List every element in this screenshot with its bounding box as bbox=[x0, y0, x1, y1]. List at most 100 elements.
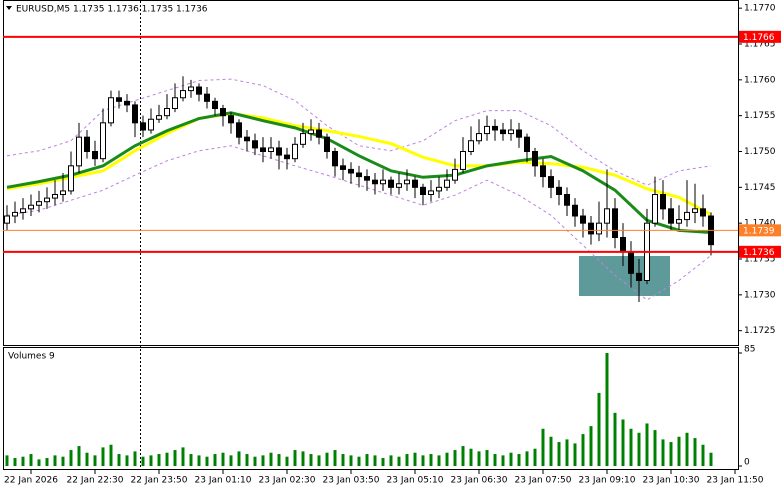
volume-bar bbox=[213, 454, 217, 466]
candle-body bbox=[292, 143, 298, 160]
volume-bar bbox=[77, 446, 81, 466]
y-tick-label: 1.1750 bbox=[744, 147, 776, 157]
volume-bar bbox=[309, 454, 313, 466]
volume-bar bbox=[397, 456, 401, 466]
x-tick-label: 23 Jan 03:50 bbox=[323, 476, 380, 486]
volume-bar bbox=[517, 454, 521, 466]
volume-bar bbox=[29, 454, 33, 466]
candle-body bbox=[124, 100, 130, 106]
volume-bar bbox=[701, 444, 705, 466]
price-level-label: 1.1736 bbox=[743, 248, 775, 258]
price-level-box bbox=[739, 245, 781, 258]
volume-bar bbox=[373, 455, 377, 466]
candle-body bbox=[532, 151, 538, 167]
y-tick-label: 1.1725 bbox=[744, 326, 776, 336]
candle-body bbox=[116, 97, 122, 102]
candle-body bbox=[660, 194, 666, 210]
volume-bar bbox=[461, 446, 465, 466]
candle-body bbox=[12, 211, 18, 217]
x-tick-label: 23 Jan 02:30 bbox=[259, 476, 316, 486]
volume-bar bbox=[645, 423, 649, 466]
candle-body bbox=[348, 168, 354, 174]
y-tick-label: 1.1735 bbox=[744, 255, 776, 265]
x-tick-label: 22 Jan 22:30 bbox=[67, 476, 124, 486]
candle-body bbox=[548, 176, 554, 188]
candle-body bbox=[604, 208, 610, 224]
candle-body bbox=[76, 136, 82, 167]
volume-bar bbox=[669, 442, 673, 466]
candle-body bbox=[308, 129, 314, 135]
volume-bar bbox=[693, 438, 697, 466]
volume-bar bbox=[389, 455, 393, 466]
candle-body bbox=[284, 154, 290, 160]
candle-body bbox=[332, 151, 338, 167]
volume-bar bbox=[21, 456, 25, 466]
volume-bar bbox=[589, 426, 593, 466]
x-tick-label: 23 Jan 06:30 bbox=[451, 476, 508, 486]
candle-body bbox=[540, 165, 546, 178]
candle-body bbox=[164, 108, 170, 117]
candle-body bbox=[372, 179, 378, 185]
volume-bar bbox=[533, 448, 537, 466]
candle-body bbox=[84, 136, 90, 153]
candle-body bbox=[380, 179, 386, 185]
candle-body bbox=[100, 122, 106, 160]
candle-body bbox=[612, 208, 618, 238]
volume-bar bbox=[509, 452, 513, 466]
candle-body bbox=[692, 208, 698, 213]
candle-body bbox=[52, 194, 58, 199]
price-level-box bbox=[739, 224, 781, 237]
volume-bar bbox=[597, 392, 601, 466]
volume-bar bbox=[613, 412, 617, 466]
candle-body bbox=[300, 133, 306, 145]
volume-bar bbox=[685, 432, 689, 466]
volume-bar bbox=[605, 353, 609, 466]
candle-body bbox=[268, 147, 274, 153]
candle-body bbox=[412, 179, 418, 188]
candle-body bbox=[204, 93, 210, 102]
candle-body bbox=[420, 186, 426, 195]
volume-bar bbox=[437, 455, 441, 466]
volume-bar bbox=[525, 451, 529, 466]
volume-bar bbox=[557, 442, 561, 466]
price-level-label: 1.1739 bbox=[743, 226, 775, 236]
volume-bar bbox=[349, 455, 353, 466]
candle-body bbox=[556, 186, 562, 195]
candle-body bbox=[132, 104, 138, 124]
candle-body bbox=[244, 136, 250, 142]
candle-body bbox=[324, 136, 330, 153]
volume-bar bbox=[109, 444, 113, 466]
price-level-label: 1.1766 bbox=[743, 33, 775, 43]
volume-bar bbox=[341, 454, 345, 466]
candle-body bbox=[620, 237, 626, 253]
candle-body bbox=[228, 115, 234, 124]
volume-bar bbox=[453, 450, 457, 466]
candle-body bbox=[108, 97, 114, 124]
candle-body bbox=[196, 86, 202, 95]
volume-bar bbox=[421, 455, 425, 466]
candle-body bbox=[60, 190, 66, 196]
candle-body bbox=[652, 194, 658, 224]
y-tick-label: 1.1760 bbox=[744, 75, 776, 85]
volume-bar bbox=[117, 454, 121, 466]
candle-body bbox=[476, 133, 482, 142]
volume-title: Volumes 9 bbox=[8, 352, 55, 362]
volume-bar bbox=[429, 454, 433, 466]
candle-body bbox=[180, 90, 186, 99]
price-panel-frame bbox=[3, 0, 739, 346]
candle-body bbox=[668, 208, 674, 224]
volume-bar bbox=[157, 454, 161, 466]
y-tick-label: 1.1730 bbox=[744, 290, 776, 300]
candle-body bbox=[428, 190, 434, 196]
moving-average bbox=[6, 112, 712, 216]
volume-bar bbox=[61, 456, 65, 466]
x-tick-label: 23 Jan 05:10 bbox=[387, 476, 444, 486]
x-tick-label: 23 Jan 01:10 bbox=[195, 476, 252, 486]
volume-bar bbox=[477, 451, 481, 466]
candle-body bbox=[516, 129, 522, 138]
candle-body bbox=[588, 222, 594, 235]
symbol-marker bbox=[6, 6, 12, 10]
candle-body bbox=[580, 215, 586, 224]
volume-bar bbox=[5, 455, 9, 466]
